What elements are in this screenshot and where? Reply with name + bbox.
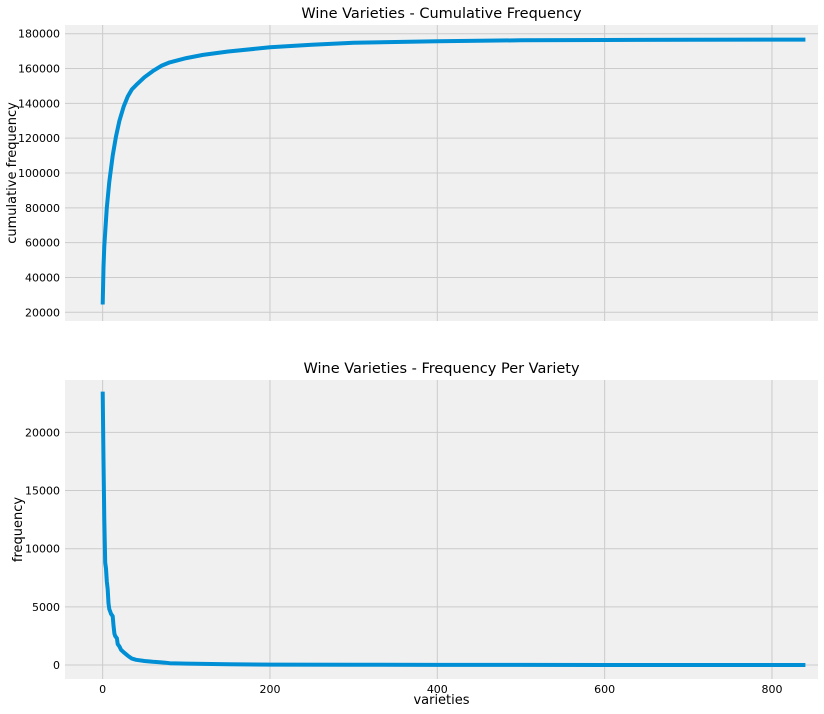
chart2-x-tick-label: 200 (259, 683, 280, 696)
chart1-y-tick-label: 180000 (18, 28, 60, 41)
chart2-x-tick-label: 600 (594, 683, 615, 696)
chart2-y-tick-label: 10000 (25, 543, 60, 556)
chart2-title: Wine Varieties - Frequency Per Variety (303, 361, 580, 377)
chart2-plot-area (65, 380, 818, 679)
chart2-y-axis-label: frequency (11, 497, 26, 563)
chart1-y-tick-label: 160000 (18, 63, 60, 76)
chart1-y-tick-label: 20000 (25, 306, 60, 319)
chart1-y-axis-label: cumulative frequency (5, 102, 20, 244)
chart2-x-tick-label: 400 (427, 683, 448, 696)
chart2-x-axis-label: varieties (413, 693, 469, 708)
chart1-y-tick-label: 100000 (18, 167, 60, 180)
chart1-y-tick-label: 140000 (18, 97, 60, 110)
chart2-x-tick-label: 0 (99, 683, 106, 696)
chart2-y-tick-label: 0 (53, 659, 60, 672)
chart2-y-tick-label: 15000 (25, 485, 60, 498)
chart1-series-line (100, 37, 806, 305)
chart2-series-line (100, 391, 806, 667)
chart1-title: Wine Varieties - Cumulative Frequency (301, 6, 582, 22)
chart1-y-tick-label: 120000 (18, 132, 60, 145)
chart1-y-tick-label: 40000 (25, 271, 60, 284)
chart2-x-tick-label: 800 (761, 683, 782, 696)
chart1-y-tick-label: 60000 (25, 237, 60, 250)
chart2-y-tick-label: 5000 (32, 601, 60, 614)
chart1-y-tick-label: 80000 (25, 202, 60, 215)
chart2-y-tick-label: 20000 (25, 426, 60, 439)
